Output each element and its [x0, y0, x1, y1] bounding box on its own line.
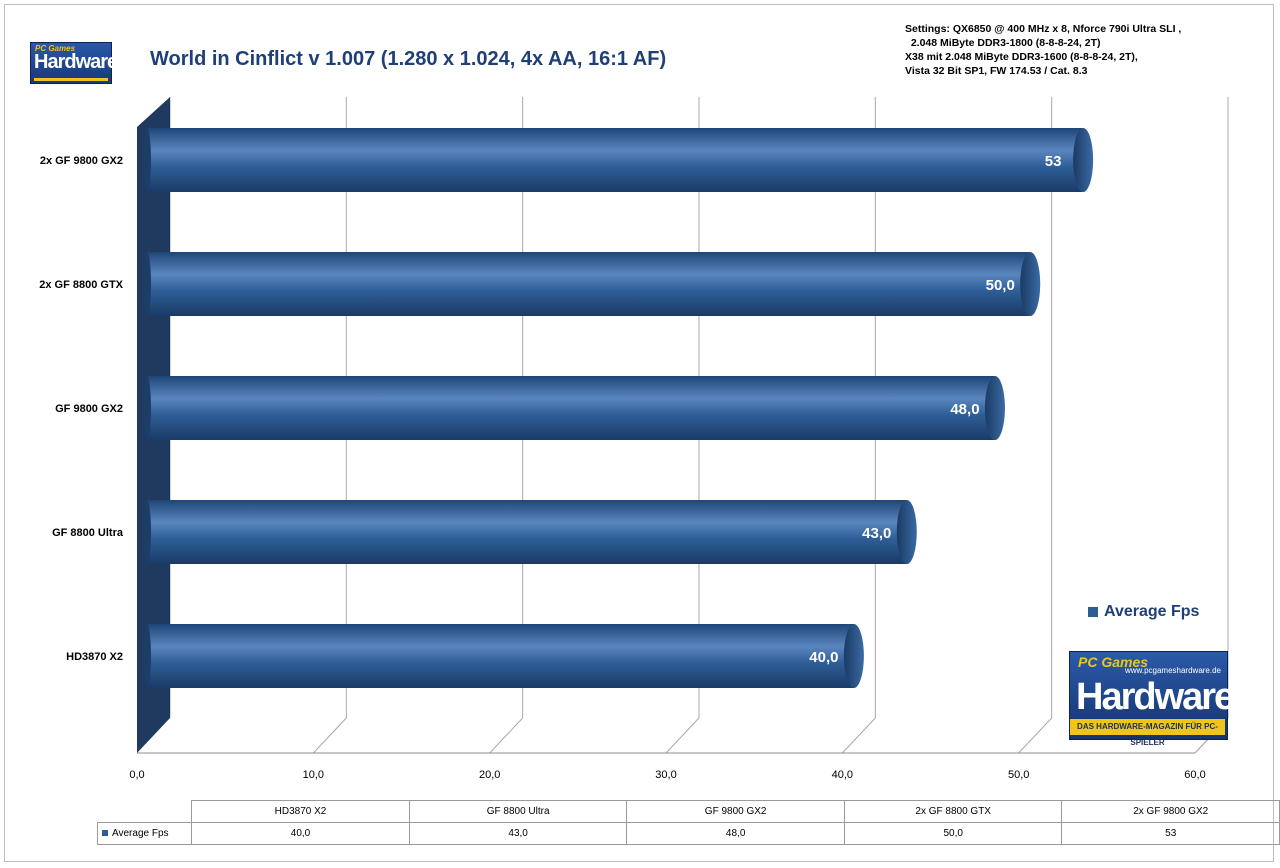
bar-start-cap: [143, 252, 151, 316]
bar: [147, 128, 1084, 192]
data-table-cell: 48,0: [626, 822, 845, 845]
x-tick-label: 40,0: [832, 769, 853, 781]
bar-start-cap: [143, 624, 151, 688]
data-table: HD3870 X2 GF 8800 Ultra GF 9800 GX2 2x G…: [96, 800, 1280, 845]
data-table-row-label-text: Average Fps: [112, 828, 169, 839]
logo-big-top: PC Games: [1078, 654, 1149, 670]
bar-value-label: 43,0: [862, 525, 891, 542]
gridline-floor: [489, 717, 524, 754]
y-category-label: 2x GF 8800 GTX: [39, 279, 123, 291]
logo-small-top: PC Games: [35, 44, 76, 53]
logo-big-url: www.pcgameshardware.de: [1124, 666, 1221, 675]
bar: [147, 500, 907, 564]
bar-end-cap: [896, 500, 917, 564]
bar: [147, 252, 1031, 316]
data-table-cell: 53: [1061, 822, 1280, 845]
data-table-header: GF 8800 Ultra: [408, 800, 628, 823]
bar-start-cap: [143, 500, 151, 564]
x-tick-label: 10,0: [303, 769, 324, 781]
data-table-row: Average Fps 40,0 43,0 48,0 50,0 53: [96, 822, 1280, 845]
bar-value-label: 50,0: [986, 277, 1015, 294]
data-table-header: GF 9800 GX2: [626, 800, 845, 823]
legend-swatch-small: [102, 830, 108, 837]
y-category-label: HD3870 X2: [66, 651, 123, 663]
pcgh-logo-small: PC Games Hardware: [30, 42, 118, 84]
data-table-row-label: Average Fps: [96, 822, 193, 845]
gridline-floor: [665, 717, 700, 754]
y-category-label: GF 8800 Ultra: [52, 527, 124, 539]
bar-end-cap: [984, 376, 1005, 440]
y-category-label: 2x GF 9800 GX2: [40, 155, 123, 167]
pcgh-logo-large: PC Games www.pcgameshardware.de Hardware…: [1069, 651, 1235, 747]
data-table-header-row: HD3870 X2 GF 8800 Ultra GF 9800 GX2 2x G…: [97, 800, 1280, 823]
data-table-header: HD3870 X2: [191, 800, 410, 823]
data-table-corner: [97, 800, 193, 823]
chart-frame: [4, 4, 1274, 862]
x-tick-label: 0,0: [129, 769, 144, 781]
x-tick-label: 20,0: [479, 769, 500, 781]
bar-end-cap: [1020, 252, 1041, 316]
x-tick-label: 60,0: [1184, 769, 1205, 781]
bar-start-cap: [143, 128, 151, 192]
data-table-header: 2x GF 9800 GX2: [1061, 800, 1280, 823]
gridline-floor: [841, 717, 876, 754]
bar-value-label: 40,0: [809, 649, 838, 666]
logo-big-tagline: DAS HARDWARE-MAGAZIN FÜR PC-SPIELER: [1070, 719, 1225, 747]
logo-small-word: Hardware: [34, 51, 118, 73]
data-table-cell: 50,0: [843, 822, 1063, 845]
bar: [147, 376, 995, 440]
bar-value-label: 53: [1045, 153, 1062, 170]
bar-end-cap: [1073, 128, 1094, 192]
gridline-floor: [312, 717, 347, 754]
chart-legend: Average Fps: [1088, 603, 1199, 621]
bar-start-cap: [143, 376, 151, 440]
legend-label: Average Fps: [1104, 603, 1200, 620]
x-tick-label: 50,0: [1008, 769, 1029, 781]
y-category-label: GF 9800 GX2: [55, 403, 123, 415]
data-table-cell: 43,0: [408, 822, 628, 845]
chart-title: World in Cinflict v 1.007 (1.280 x 1.024…: [150, 48, 667, 70]
settings-note: Settings: QX6850 @ 400 MHz x 8, Nforce 7…: [905, 23, 1182, 77]
x-tick-label: 30,0: [655, 769, 676, 781]
logo-small-stripe: [34, 78, 108, 81]
legend-swatch: [1088, 607, 1098, 617]
data-table-cell: 40,0: [191, 822, 410, 845]
bar: [147, 624, 854, 688]
bar-end-cap: [843, 624, 864, 688]
data-table-header: 2x GF 8800 GTX: [843, 800, 1063, 823]
logo-big-word: Hardware: [1076, 676, 1235, 718]
gridline-floor: [1018, 717, 1053, 754]
bar-value-label: 48,0: [950, 401, 979, 418]
